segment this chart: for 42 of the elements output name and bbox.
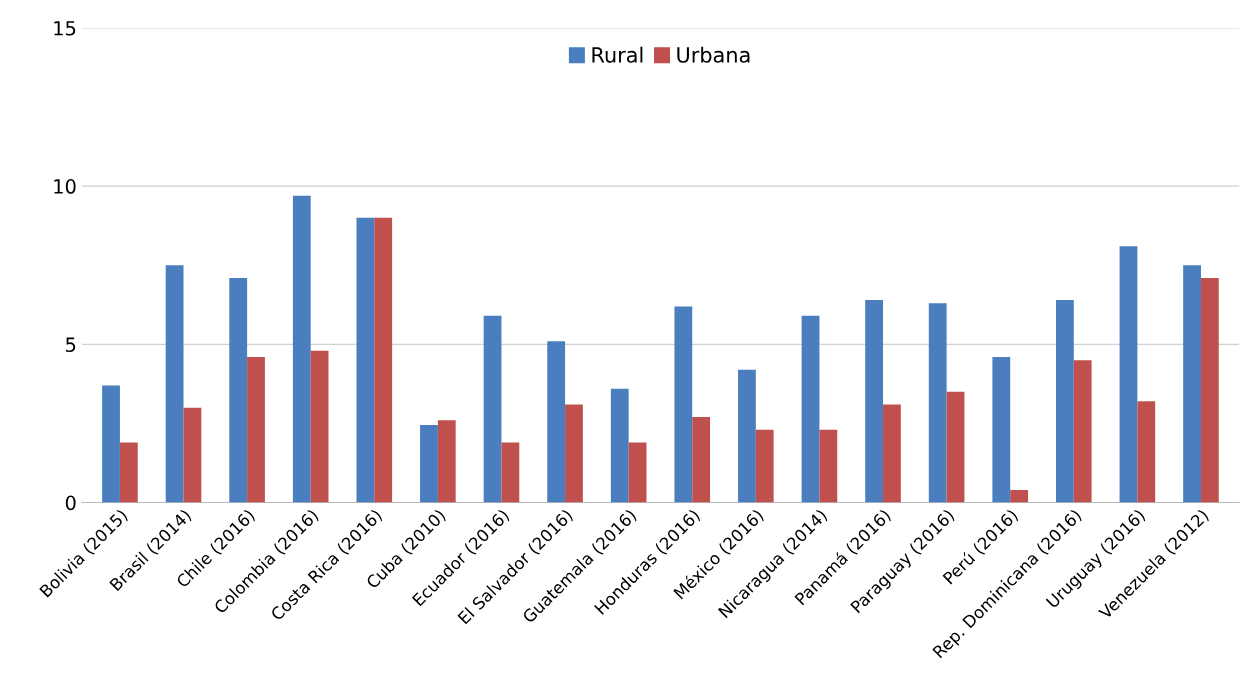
bar [183,407,202,503]
bar [310,350,329,503]
bar [437,420,456,503]
bar [1055,300,1074,503]
bar [501,442,520,503]
bar [374,217,393,503]
bar [992,357,1011,503]
bar [356,217,375,503]
bar [165,265,184,503]
bar [119,442,138,503]
bar [483,315,502,503]
bar [674,306,693,503]
y-tick-label: 10 [54,179,76,194]
bar [1183,265,1201,503]
bar [420,425,438,503]
y-tick-label: 0 [65,495,76,511]
bar [883,404,901,503]
bar [755,429,774,503]
bar [928,303,947,503]
bar [102,385,120,503]
bar [819,429,838,503]
bar [865,300,884,503]
bar [565,404,583,503]
bar [610,388,629,503]
bar [738,369,756,503]
bar [229,277,248,503]
bar [1137,401,1156,503]
bar [547,341,566,503]
bar [1119,246,1138,503]
bar [692,417,711,503]
legend-label: Rural [592,46,643,63]
bar [946,391,965,503]
bar [628,442,647,503]
bar [801,315,820,503]
y-tick-label: 5 [66,337,76,353]
bar [1073,360,1092,503]
bar [247,357,265,503]
bar [1200,277,1219,503]
bar [292,195,311,503]
y-tick-label: 15 [54,21,76,36]
legend-label: Urbana [677,46,750,63]
bar [1010,489,1029,503]
